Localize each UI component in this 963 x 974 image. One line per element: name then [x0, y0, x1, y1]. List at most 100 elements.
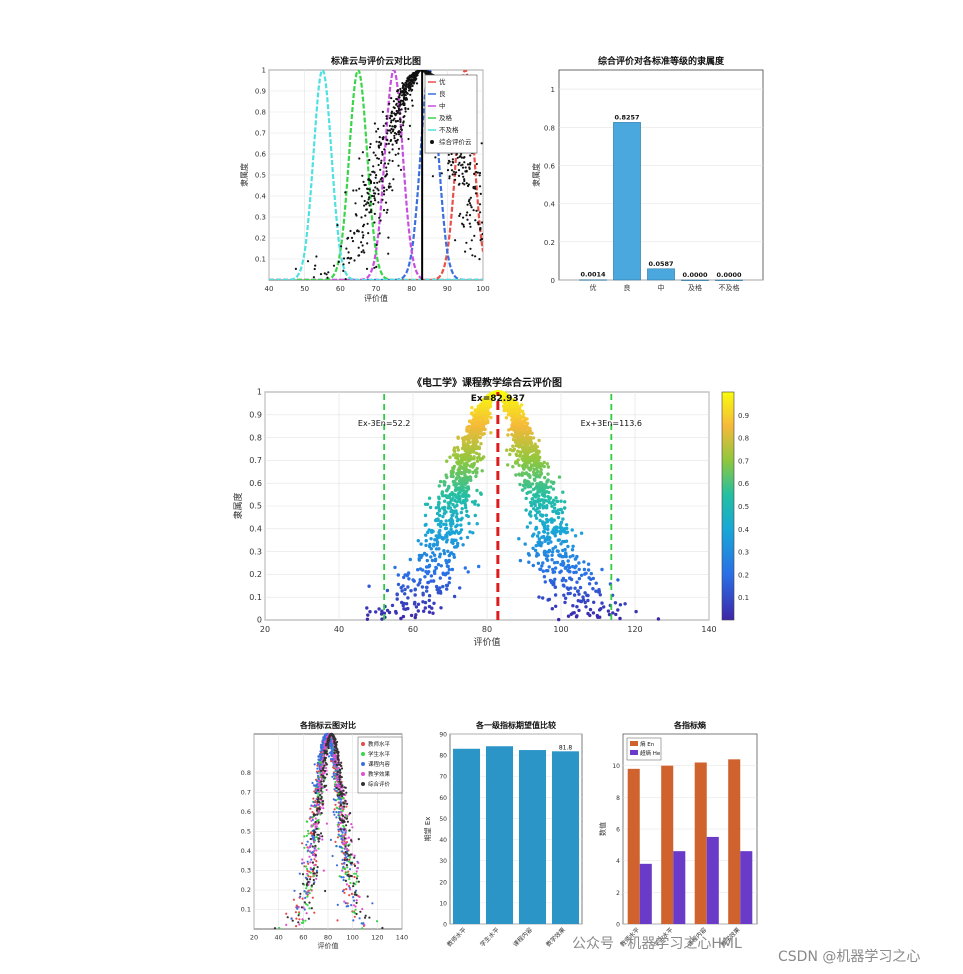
cloud-drop: [472, 186, 475, 189]
cloud-drop: [516, 404, 520, 408]
cloud-drop: [403, 587, 407, 592]
cloud-drop-1: [304, 902, 308, 906]
cloud-drop: [452, 555, 456, 559]
cloud-drop: [399, 118, 402, 121]
cloud-drop: [362, 225, 365, 228]
cloud-drop: [455, 495, 459, 499]
cloud-drop: [559, 520, 564, 524]
cloud-drop: [404, 85, 407, 88]
cloud-drop: [402, 601, 406, 606]
cloud-drop: [349, 229, 352, 233]
y-tick-label: 0.5: [255, 171, 266, 179]
cloud-drop: [441, 506, 445, 510]
cloud-drop-1: [306, 820, 309, 823]
cloud-drop-2: [331, 751, 334, 754]
cloud-drop: [385, 166, 388, 169]
cloud-drop: [545, 517, 549, 522]
cloud-drop-2: [340, 830, 343, 833]
cloud-drop: [434, 506, 438, 510]
cloud-drop: [461, 494, 465, 498]
cloud-drop: [432, 569, 437, 574]
cloud-drop: [450, 164, 453, 167]
cloud-drop: [353, 259, 356, 262]
cloud-drop-3: [315, 849, 318, 852]
cloud-drop: [535, 534, 540, 538]
cloud-drop: [470, 206, 473, 209]
cloud-drop-2: [360, 922, 363, 925]
cloud-drop: [357, 246, 360, 249]
cloud-drop: [397, 96, 401, 99]
cloud-drop: [416, 583, 420, 587]
cloud-drop-2: [320, 753, 323, 756]
cloud-drop: [463, 466, 467, 471]
cloud-drop: [406, 571, 411, 575]
cloud-drop-2: [345, 856, 348, 859]
cloud-drop: [434, 584, 439, 589]
cloud-drop: [545, 550, 550, 554]
cloud-drop: [363, 204, 366, 207]
cloud-drop: [573, 534, 578, 538]
cloud-drop-2: [336, 903, 339, 906]
cloud-drop: [461, 166, 465, 169]
cloud-drop: [464, 450, 469, 454]
cloud-drop: [560, 510, 565, 515]
cloud-drop: [469, 247, 472, 250]
cloud-drop: [529, 441, 534, 445]
cloud-drop: [439, 591, 443, 595]
cloud-drop: [469, 428, 474, 433]
cloud-drop-3: [308, 855, 311, 858]
cloud-drop: [545, 558, 550, 562]
cloud-drop: [598, 593, 602, 597]
cloud-drop: [537, 455, 541, 459]
cloud-drop: [470, 405, 474, 410]
cloud-drop: [447, 553, 451, 558]
cloud-drop: [623, 602, 627, 606]
cloud-drop: [462, 464, 467, 468]
cloud-drop: [518, 421, 522, 426]
cloud-drop: [532, 507, 536, 511]
cloud-drop: [534, 516, 539, 520]
cloud-drop: [388, 151, 391, 154]
bar-value-label: 0.0587: [648, 260, 673, 268]
cloud-drop: [472, 209, 475, 212]
cloud-drop: [476, 221, 479, 224]
cloud-drop-2: [352, 899, 356, 902]
cloud-drop: [406, 606, 410, 611]
cloud-drop: [537, 438, 541, 443]
cloud-drop: [342, 263, 345, 266]
cloud-drop-2: [330, 747, 333, 750]
cloud-drop: [422, 551, 427, 556]
cloud-drop: [524, 508, 528, 512]
cloud-drop: [416, 609, 420, 613]
cloud-drop-1: [305, 887, 308, 890]
cloud-drop: [431, 551, 435, 555]
cloud-drop: [527, 467, 531, 471]
cloud-drop: [540, 564, 544, 568]
cloud-drop: [378, 141, 381, 144]
cloud-drop: [427, 610, 432, 614]
cloud-drop: [474, 437, 478, 441]
cloud-drop: [553, 566, 558, 570]
cloud-drop: [474, 255, 477, 258]
cloud-drop: [388, 124, 391, 127]
cloud-drop: [332, 264, 336, 267]
cloud-drop: [378, 216, 381, 219]
cloud-drop: [459, 501, 464, 505]
cloud-drop: [387, 252, 390, 255]
chart-indicator-clouds: 20 40 60 80 100 120 140 0.1 0.2 0.3 0.4 0.5 0.6 0.7 0.…: [230, 712, 410, 952]
cloud-drop-1: [342, 796, 345, 800]
cloud-drop: [544, 513, 549, 517]
cloud-drop: [436, 535, 440, 540]
cloud-drop-2: [342, 876, 345, 879]
cloud-drop: [568, 555, 572, 559]
cloud-drop: [407, 89, 411, 92]
cloud-drop: [518, 482, 522, 487]
cloud-drop: [368, 610, 372, 614]
cloud-drop-2: [293, 889, 296, 892]
cloud-drop-2: [301, 862, 304, 865]
cloud-drop-0: [295, 917, 298, 920]
cloud-drop: [561, 583, 566, 587]
cloud-drop-0: [346, 902, 349, 905]
cloud-drop: [389, 185, 392, 188]
cloud-drop: [471, 254, 474, 257]
